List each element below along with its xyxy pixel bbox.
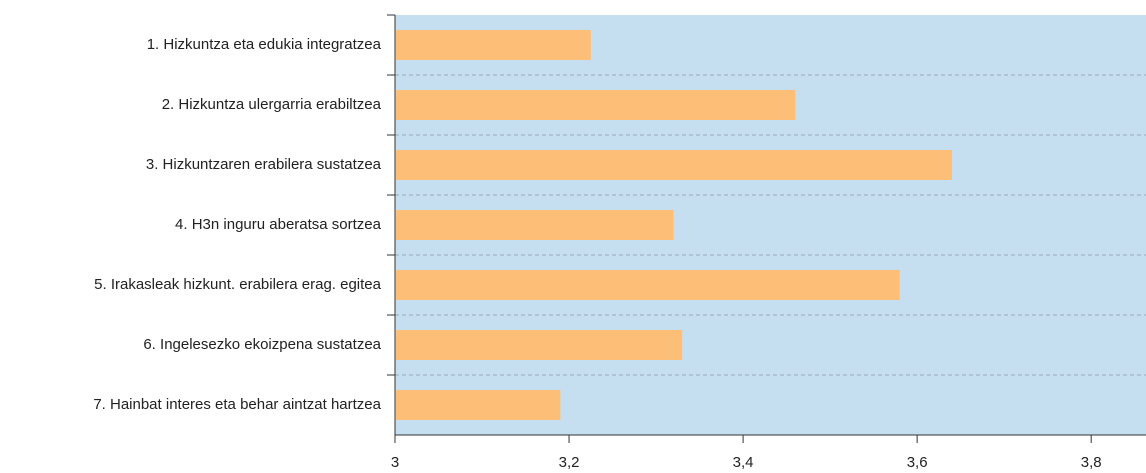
y-tick-label: 5. Irakasleak hizkunt. erabilera erag. e… (94, 276, 381, 293)
x-tick-label: 3,6 (907, 454, 928, 471)
y-tick-label: 4. H3n inguru aberatsa sortzea (175, 216, 382, 233)
y-tick-label: 6. Ingelesezko ekoizpena sustatzea (143, 336, 381, 353)
bar (396, 30, 591, 60)
bar (396, 150, 952, 180)
y-tick-label: 7. Hainbat interes eta behar aintzat har… (93, 396, 381, 413)
bar (396, 90, 796, 120)
y-tick-label: 1. Hizkuntza eta edukia integratzea (147, 36, 382, 53)
y-tick-label: 2. Hizkuntza ulergarria erabiltzea (162, 96, 382, 113)
bar (396, 210, 674, 240)
y-tick-label: 3. Hizkuntzaren erabilera sustatzea (146, 156, 382, 173)
bar (396, 270, 900, 300)
x-tick-label: 3,4 (733, 454, 754, 471)
x-tick-label: 3 (391, 454, 399, 471)
x-tick-label: 3,2 (559, 454, 580, 471)
bar (396, 330, 683, 360)
bar (396, 390, 561, 420)
x-tick-label: 3,8 (1081, 454, 1102, 471)
